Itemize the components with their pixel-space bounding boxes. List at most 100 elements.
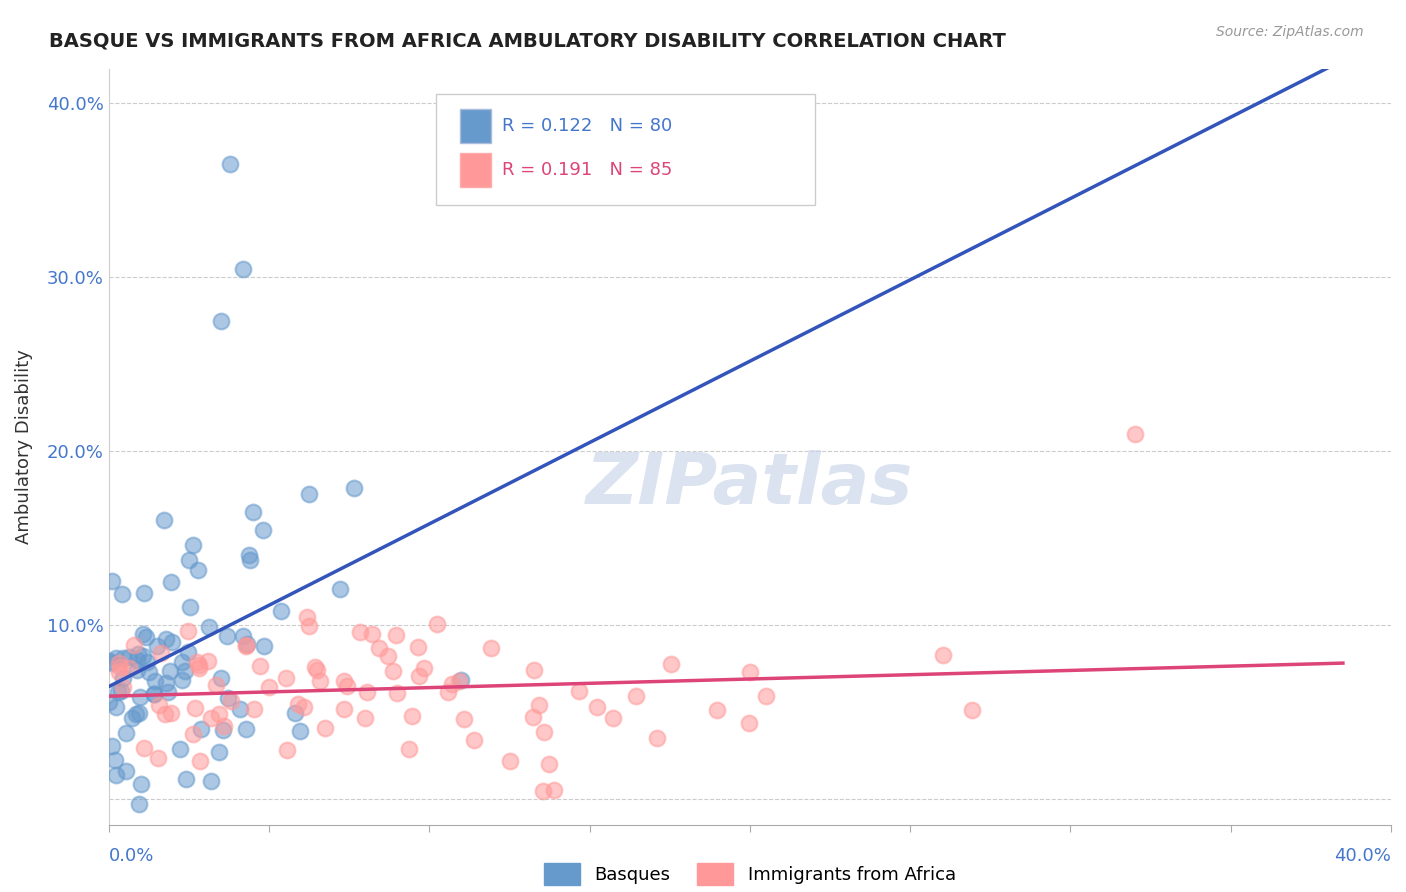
Point bbox=[159, 706, 181, 720]
Point bbox=[212, 723, 235, 737]
Point bbox=[360, 627, 382, 641]
Point bbox=[523, 663, 546, 677]
Point bbox=[385, 628, 408, 642]
Point bbox=[110, 683, 132, 698]
Point bbox=[314, 721, 336, 735]
Point bbox=[104, 753, 127, 767]
Y-axis label: Ambulatory Disability: Ambulatory Disability bbox=[15, 350, 32, 544]
Point bbox=[128, 706, 150, 720]
Point bbox=[568, 683, 591, 698]
Point bbox=[290, 723, 312, 738]
Point bbox=[304, 659, 326, 673]
Point bbox=[169, 741, 191, 756]
Point bbox=[149, 646, 172, 660]
Point bbox=[645, 731, 668, 745]
Point bbox=[174, 772, 197, 786]
Point bbox=[134, 741, 156, 756]
Point bbox=[298, 487, 321, 501]
Point bbox=[232, 630, 254, 644]
Point bbox=[239, 553, 262, 567]
Point bbox=[531, 784, 554, 798]
Point bbox=[253, 639, 276, 653]
Text: 0.0%: 0.0% bbox=[108, 847, 155, 865]
Point bbox=[529, 698, 551, 713]
Point bbox=[252, 523, 274, 537]
Point bbox=[270, 604, 292, 618]
Text: Source: ZipAtlas.com: Source: ZipAtlas.com bbox=[1216, 25, 1364, 39]
Point bbox=[208, 706, 231, 721]
Point bbox=[128, 797, 150, 811]
Point bbox=[111, 680, 134, 694]
Point bbox=[186, 655, 208, 669]
Point bbox=[706, 703, 728, 717]
Point bbox=[101, 574, 124, 588]
Point bbox=[172, 655, 194, 669]
Point bbox=[101, 739, 124, 753]
Point bbox=[143, 687, 166, 701]
Point bbox=[398, 741, 420, 756]
Point bbox=[122, 638, 145, 652]
Point bbox=[136, 655, 159, 669]
Point bbox=[183, 727, 205, 741]
Point bbox=[292, 699, 315, 714]
Point bbox=[257, 680, 280, 694]
Point bbox=[284, 706, 307, 720]
Point bbox=[132, 586, 155, 600]
Point bbox=[349, 624, 371, 639]
Point bbox=[249, 659, 271, 673]
Point bbox=[142, 687, 165, 701]
Point bbox=[367, 640, 389, 655]
Point bbox=[298, 619, 321, 633]
Point bbox=[235, 639, 257, 653]
Point bbox=[121, 710, 143, 724]
Point bbox=[329, 582, 352, 597]
Point bbox=[105, 699, 128, 714]
Point bbox=[332, 702, 354, 716]
Point bbox=[215, 629, 238, 643]
Point bbox=[131, 649, 153, 664]
Point bbox=[115, 725, 138, 739]
Point bbox=[242, 505, 264, 519]
Text: ZIPatlas: ZIPatlas bbox=[586, 450, 914, 519]
Point bbox=[112, 650, 135, 665]
Point bbox=[533, 725, 555, 739]
Text: R = 0.191   N = 85: R = 0.191 N = 85 bbox=[502, 161, 672, 179]
Point bbox=[385, 686, 408, 700]
Point bbox=[382, 665, 405, 679]
Point bbox=[274, 672, 297, 686]
Point bbox=[336, 679, 359, 693]
Point bbox=[125, 707, 148, 722]
Point bbox=[160, 634, 183, 648]
Point bbox=[155, 632, 177, 646]
Point bbox=[129, 777, 152, 791]
Point bbox=[229, 702, 252, 716]
Point bbox=[176, 645, 198, 659]
Point bbox=[426, 617, 449, 632]
Point bbox=[343, 481, 366, 495]
Point bbox=[107, 685, 129, 699]
Point bbox=[297, 609, 319, 624]
Point bbox=[197, 654, 219, 668]
Point bbox=[176, 624, 198, 638]
Point bbox=[125, 663, 148, 677]
Point bbox=[155, 676, 177, 690]
Point bbox=[200, 711, 222, 725]
Point bbox=[138, 665, 160, 680]
Point bbox=[356, 684, 378, 698]
Point bbox=[242, 701, 264, 715]
Point bbox=[333, 674, 356, 689]
Point bbox=[143, 673, 166, 688]
Point bbox=[179, 599, 201, 614]
Text: R = 0.122   N = 80: R = 0.122 N = 80 bbox=[502, 117, 672, 135]
Point bbox=[146, 751, 169, 765]
Point bbox=[111, 586, 134, 600]
Point bbox=[626, 690, 648, 704]
Point bbox=[353, 711, 375, 725]
Point bbox=[148, 698, 170, 713]
Legend: Basques, Immigrants from Africa: Basques, Immigrants from Africa bbox=[537, 855, 963, 892]
Point bbox=[738, 716, 761, 731]
Point bbox=[200, 773, 222, 788]
Point bbox=[127, 647, 149, 661]
Point bbox=[479, 640, 502, 655]
Point bbox=[602, 711, 624, 725]
